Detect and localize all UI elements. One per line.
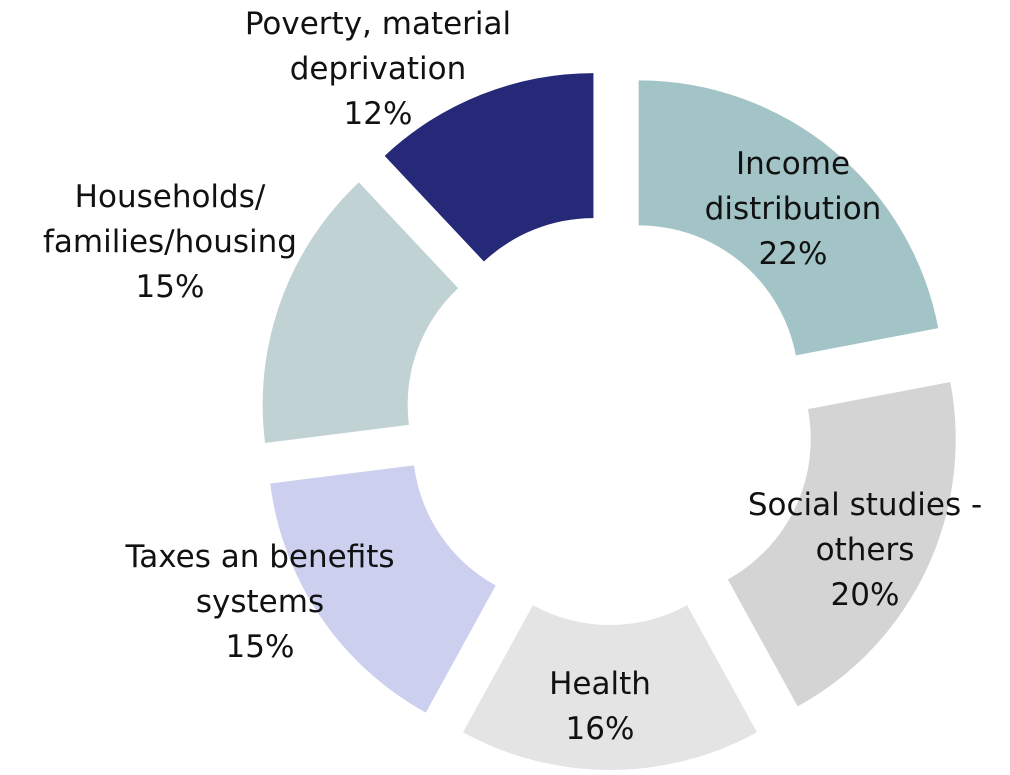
slice-label: Income distribution 22% [678, 142, 908, 277]
slice-label: Poverty, material deprivation 12% [208, 2, 548, 137]
category-name: Taxes an benefits systems [125, 539, 395, 620]
category-name: Households/ families/housing [43, 179, 297, 260]
value-label: 15% [225, 629, 295, 665]
category-name: Health [549, 666, 651, 702]
category-name: Poverty, material deprivation [244, 6, 512, 87]
value-label: 16% [565, 711, 635, 747]
slice-label: Taxes an benefits systems 15% [80, 535, 440, 670]
category-name: Social studies - others [747, 487, 983, 568]
donut-slice [384, 73, 594, 262]
value-label: 15% [135, 269, 205, 305]
slice-label: Social studies - others 20% [715, 483, 1010, 618]
donut-slice [270, 465, 496, 713]
donut-slice [262, 182, 459, 443]
donut-slice [638, 80, 939, 356]
slice-label: Health 16% [500, 662, 700, 752]
donut-slice [463, 605, 757, 770]
slice-label: Households/ families/housing 15% [10, 175, 330, 310]
donut-slice [727, 382, 956, 707]
value-label: 20% [830, 577, 900, 613]
value-label: 12% [343, 96, 413, 132]
category-name: Income distribution [704, 146, 882, 227]
value-label: 22% [758, 236, 828, 272]
